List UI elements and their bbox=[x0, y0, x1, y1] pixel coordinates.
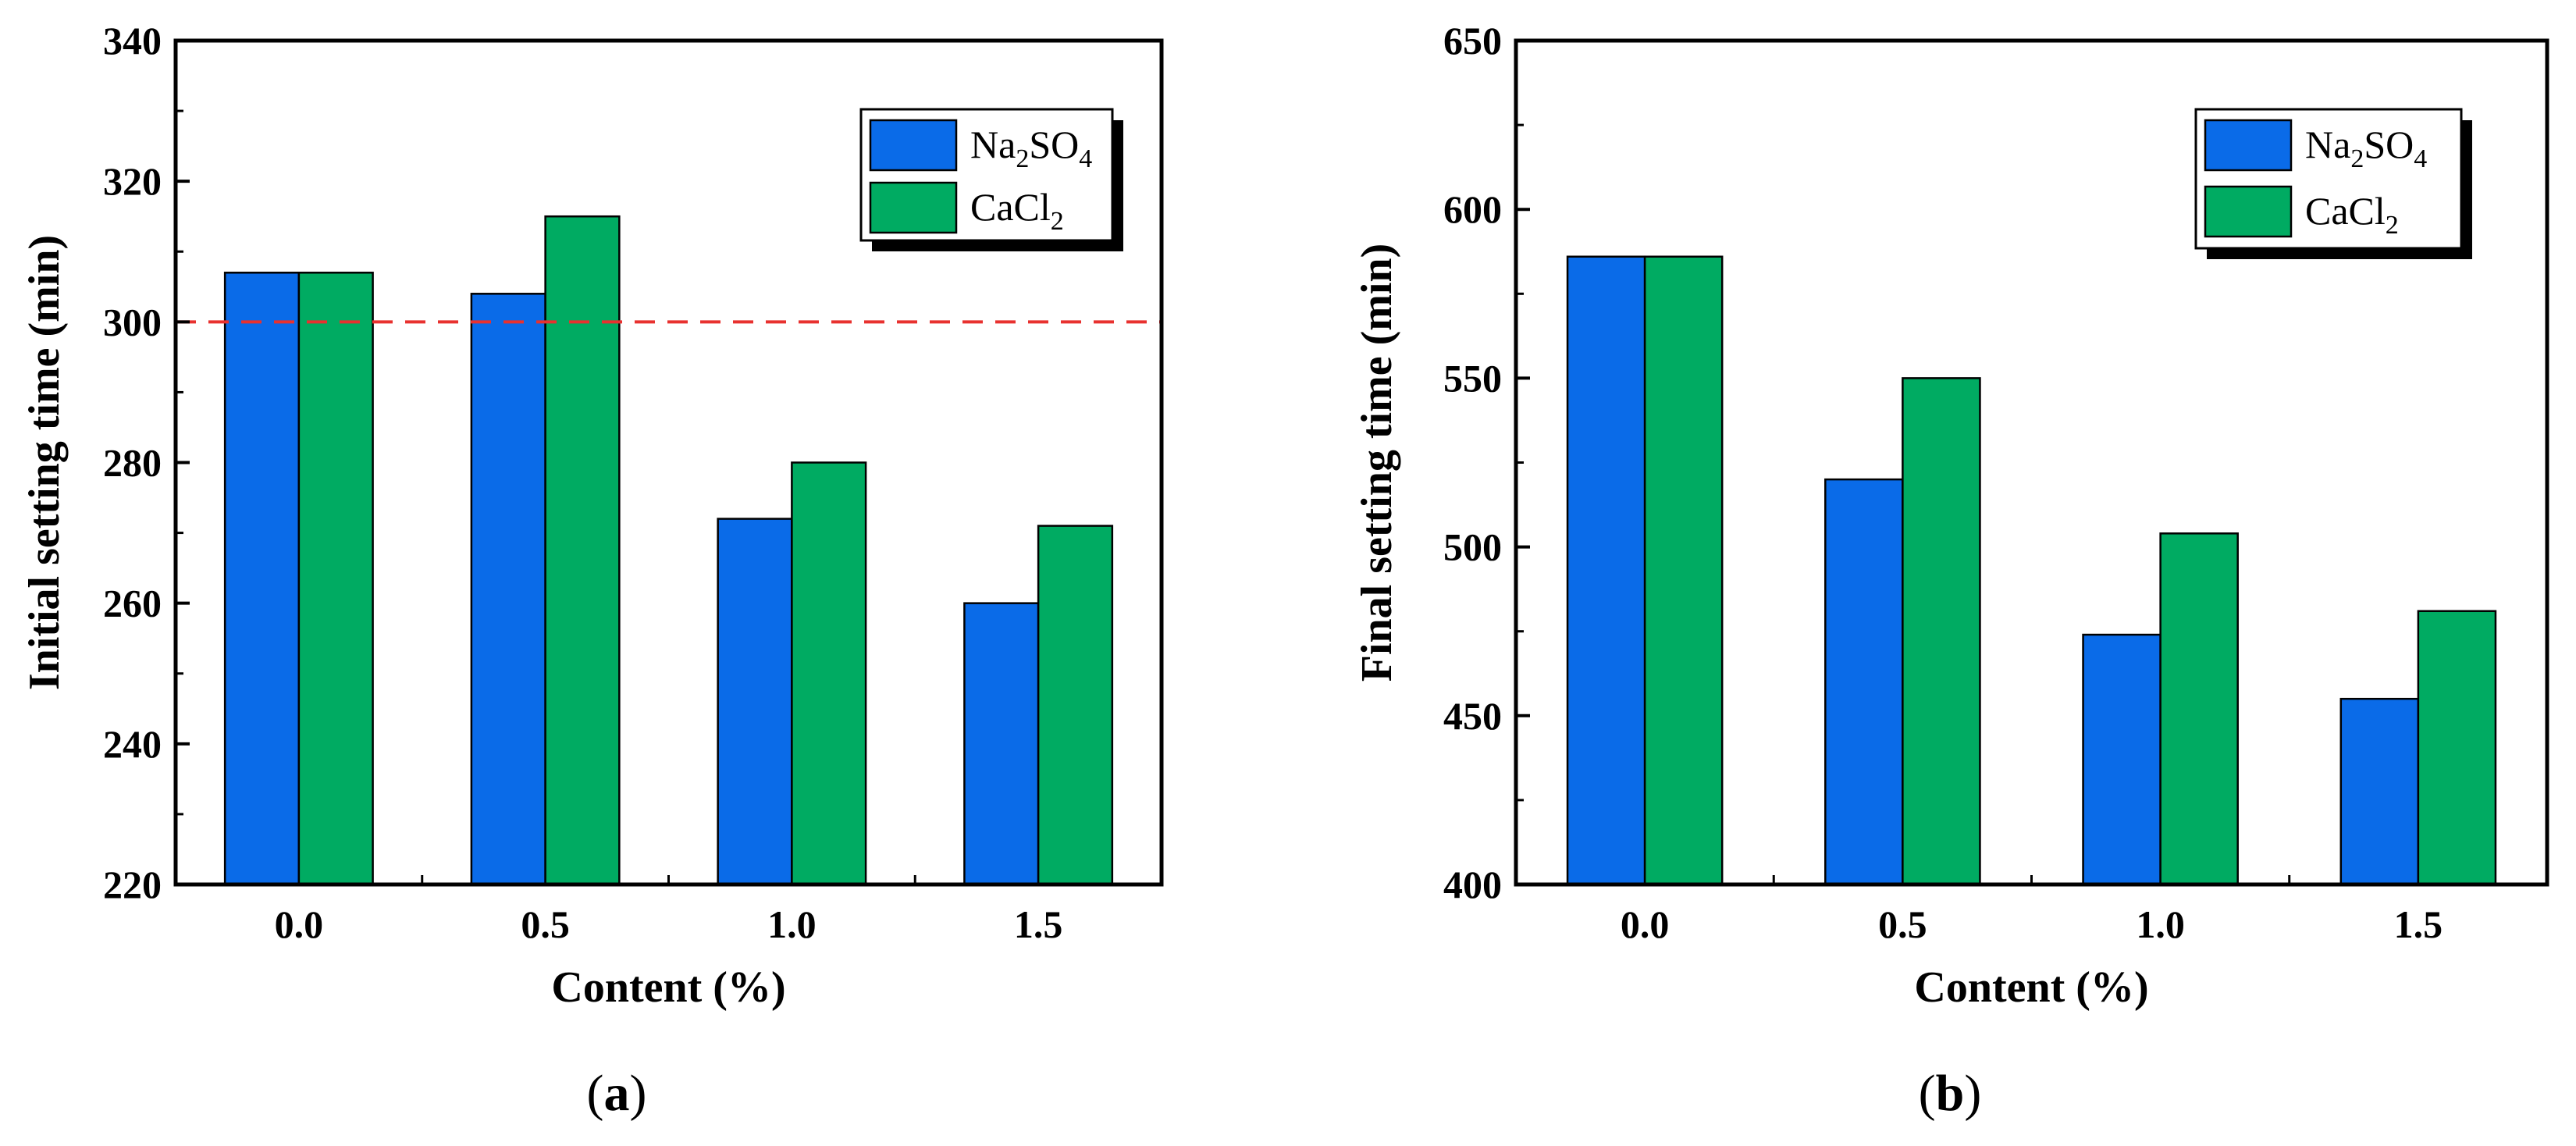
legend-label-cacl2: CaCl2 bbox=[970, 185, 1064, 236]
legend-label-subscript: 4 bbox=[2414, 144, 2427, 173]
y-tick-label-280: 280 bbox=[103, 441, 162, 485]
chart-panel-a: 220 240 260 280 300 320 340 0.0 0.5 1.0 1.5 Content… bbox=[20, 19, 1164, 1122]
legend-swatch-na2so4 bbox=[869, 119, 958, 172]
legend-label-na2so4: Na2SO4 bbox=[2305, 123, 2427, 173]
legend-label-mid: SO bbox=[1029, 123, 1079, 166]
x-tick-label-0-0: 0.0 bbox=[1621, 902, 1670, 946]
y-tick-label-600: 600 bbox=[1443, 187, 1502, 231]
bar-na2so4-0-0 bbox=[1566, 255, 1646, 886]
bar-cacl2-1-0 bbox=[791, 461, 867, 886]
y-tick-label-260: 260 bbox=[103, 582, 162, 625]
bar-na2so4-1-0 bbox=[2082, 633, 2161, 886]
x-tick-label-1-0: 1.0 bbox=[2136, 902, 2185, 946]
legend-label-main: CaCl bbox=[2305, 189, 2386, 233]
bar-cacl2-1-5 bbox=[2417, 610, 2497, 886]
x-tick-label-1-5: 1.5 bbox=[2394, 902, 2443, 946]
x-tick-label-0-5: 0.5 bbox=[1878, 902, 1927, 946]
bar-cacl2-0-5 bbox=[544, 215, 621, 886]
panel-label-close: ) bbox=[1964, 1065, 1981, 1122]
y-tick-label-450: 450 bbox=[1443, 694, 1502, 738]
legend-label-subscript: 2 bbox=[1016, 144, 1029, 173]
legend-label-main: Na bbox=[2305, 123, 2350, 166]
panel-label: (b) bbox=[1919, 1065, 1982, 1122]
legend-label-main: Na bbox=[970, 123, 1016, 166]
x-axis-title: Content (%) bbox=[1914, 963, 2148, 1012]
panel-label-open: ( bbox=[1919, 1065, 1936, 1122]
legend-label-subscript: 2 bbox=[2386, 211, 2399, 240]
bar-cacl2-0-0 bbox=[1643, 255, 1724, 886]
y-tick-label-300: 300 bbox=[103, 300, 162, 343]
panel-label-letter: b bbox=[1936, 1065, 1965, 1122]
bar-na2so4-1-5 bbox=[963, 602, 1040, 886]
y-tick-label-650: 650 bbox=[1443, 19, 1502, 62]
legend-swatch-cacl2 bbox=[869, 181, 958, 234]
chart-panel-b: 400 450 500 550 600 650 0.0 0.5 1.0 1.5 Content (%… bbox=[1353, 19, 2549, 1122]
legend-label-mid: SO bbox=[2364, 123, 2414, 166]
panel-label-letter: a bbox=[604, 1065, 630, 1122]
panel-label: (a) bbox=[587, 1065, 647, 1122]
y-tick-label-400: 400 bbox=[1443, 863, 1502, 906]
bar-cacl2-1-0 bbox=[2159, 532, 2239, 886]
legend-label-subscript: 2 bbox=[2350, 144, 2364, 173]
y-tick-label-340: 340 bbox=[103, 19, 162, 62]
y-tick-label-550: 550 bbox=[1443, 356, 1502, 400]
x-tick-label-0-0: 0.0 bbox=[275, 902, 324, 946]
panel-label-open: ( bbox=[587, 1065, 604, 1122]
legend-label-cacl2: CaCl2 bbox=[2305, 189, 2399, 240]
bar-na2so4-1-0 bbox=[717, 518, 793, 886]
bar-na2so4-0-0 bbox=[223, 272, 301, 886]
y-axis-title: Final setting time (min) bbox=[1353, 244, 1401, 682]
x-tick-label-0-5: 0.5 bbox=[521, 902, 570, 946]
y-tick-label-500: 500 bbox=[1443, 525, 1502, 569]
y-tick-label-240: 240 bbox=[103, 722, 162, 766]
x-tick-label-1-0: 1.0 bbox=[767, 902, 817, 946]
y-tick-label-220: 220 bbox=[103, 863, 162, 906]
x-tick-label-1-5: 1.5 bbox=[1014, 902, 1063, 946]
y-axis-title: Initial setting time (min) bbox=[20, 235, 69, 690]
legend-label-subscript: 2 bbox=[1051, 207, 1064, 236]
legend-label-main: CaCl bbox=[970, 185, 1051, 229]
legend-label-subscript: 4 bbox=[1079, 144, 1092, 173]
y-tick-label-320: 320 bbox=[103, 159, 162, 203]
panel-label-close: ) bbox=[630, 1065, 647, 1122]
bar-cacl2-1-5 bbox=[1037, 525, 1114, 886]
bar-na2so4-0-5 bbox=[1824, 478, 1904, 886]
legend-swatch-cacl2 bbox=[2204, 185, 2293, 238]
legend-swatch-na2so4 bbox=[2204, 119, 2293, 172]
bar-na2so4-1-5 bbox=[2339, 697, 2420, 886]
bar-na2so4-0-5 bbox=[470, 293, 546, 886]
legend-label-na2so4: Na2SO4 bbox=[970, 123, 1092, 173]
bar-cacl2-0-5 bbox=[1902, 377, 1981, 886]
x-axis-title: Content (%) bbox=[551, 963, 785, 1012]
bar-cacl2-0-0 bbox=[297, 272, 374, 886]
